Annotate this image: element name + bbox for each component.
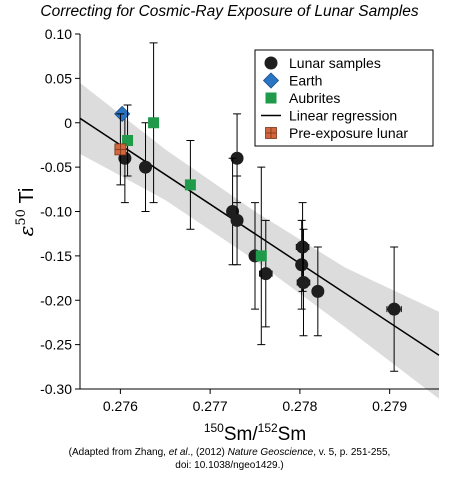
pre-exposure-lunar-point bbox=[114, 143, 127, 156]
caption-line-2: doi: 10.1038/ngeo1429.) bbox=[175, 460, 284, 471]
aubrites-point bbox=[148, 117, 160, 129]
data-points-layer bbox=[114, 42, 402, 372]
y-axis-label: ε50 Ti bbox=[14, 188, 38, 237]
regression-layer bbox=[79, 117, 440, 356]
caption-journal: Nature Geoscience bbox=[227, 447, 314, 458]
y-tick-label: 0 bbox=[64, 115, 72, 131]
legend-lunar-samples-marker bbox=[264, 56, 278, 70]
aubrites-point bbox=[255, 250, 267, 262]
x-axis-label-part: Sm/ bbox=[224, 424, 259, 445]
lunar-samples-point bbox=[311, 284, 325, 298]
legend-box bbox=[254, 49, 434, 147]
y-tick-label: 0.10 bbox=[45, 26, 72, 42]
confidence-band-layer bbox=[80, 82, 439, 399]
y-axis-label-sup: 50 bbox=[14, 209, 29, 226]
lunar-samples-point bbox=[387, 302, 401, 316]
lunar-samples-point bbox=[230, 213, 244, 227]
legend-pre-exposure-lunar-label: Pre-exposure lunar bbox=[289, 125, 408, 141]
lunar-samples-point bbox=[296, 240, 310, 254]
axes-layer: 0.10 0.05 0 -0.05 -0.10 -0.15 -0.20 -0.25 -0.30 0… bbox=[40, 26, 439, 414]
y-tick-label: 0.05 bbox=[45, 70, 72, 86]
axis-labels: ε50 Ti 150Sm/152Sm bbox=[14, 188, 306, 445]
legend-pre-exposure-lunar-marker bbox=[265, 127, 277, 139]
x-axis-label-part: Sm bbox=[278, 424, 307, 445]
aubrites-point bbox=[122, 135, 134, 146]
legend-earth-label: Earth bbox=[289, 73, 322, 89]
x-tick-label: 0.277 bbox=[193, 398, 228, 414]
x-axis-label-part: 150 bbox=[204, 421, 224, 435]
lunar-samples-point bbox=[259, 267, 273, 281]
aubrites-point bbox=[184, 179, 196, 191]
x-tick-label: 0.276 bbox=[103, 398, 138, 414]
caption-etal: et al bbox=[168, 447, 188, 458]
y-tick-label: -0.05 bbox=[40, 159, 72, 175]
x-axis-label: 150Sm/152Sm bbox=[204, 421, 306, 445]
lunar-samples-point bbox=[139, 160, 153, 174]
caption-line-1: (Adapted from Zhang, et al., (2012) Natu… bbox=[0, 446, 459, 459]
y-tick-label: -0.10 bbox=[40, 204, 72, 220]
legend-linear-regression-label: Linear regression bbox=[289, 108, 397, 124]
y-axis-label-tail: Ti bbox=[16, 188, 38, 209]
x-axis-label-part: 152 bbox=[258, 421, 278, 435]
y-tick-label: -0.20 bbox=[40, 292, 72, 308]
lunar-samples-point bbox=[230, 151, 244, 165]
source-caption: (Adapted from Zhang, et al., (2012) Natu… bbox=[0, 446, 459, 472]
caption-text: , v. 5, p. 251-255, bbox=[313, 447, 391, 458]
legend-earth-marker bbox=[262, 72, 280, 89]
lunar-samples-point bbox=[296, 276, 310, 289]
x-tick-label: 0.279 bbox=[372, 398, 407, 414]
y-tick-label: -0.30 bbox=[40, 381, 72, 397]
lunar-samples-point bbox=[295, 258, 309, 272]
y-tick-label: -0.25 bbox=[40, 337, 72, 353]
y-axis-label-epsilon: ε bbox=[14, 226, 38, 237]
confidence-band bbox=[80, 82, 439, 399]
regression-line bbox=[79, 117, 440, 356]
y-tick-label: -0.15 bbox=[40, 248, 72, 264]
legend-aubrites-label: Aubrites bbox=[289, 90, 340, 106]
x-tick-label: 0.278 bbox=[282, 398, 317, 414]
caption-text: (Adapted from Zhang, bbox=[68, 447, 169, 458]
legend-aubrites-marker bbox=[265, 92, 277, 104]
legend-lunar-samples-label: Lunar samples bbox=[289, 55, 381, 71]
chart-title: Correcting for Cosmic-Ray Exposure of Lu… bbox=[40, 3, 419, 20]
caption-text: ., (2012) bbox=[187, 447, 228, 458]
